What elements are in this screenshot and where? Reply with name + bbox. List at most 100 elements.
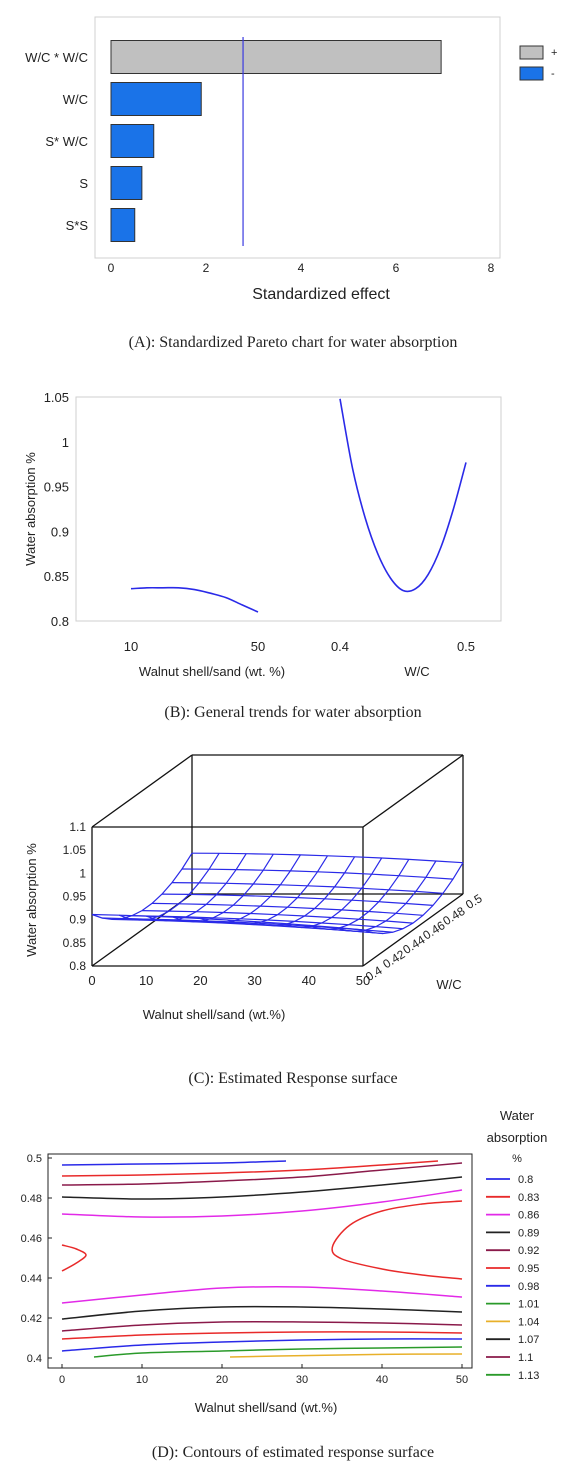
surface-line (173, 853, 274, 923)
trends-panel: 0.8 0.85 0.9 0.95 1 1.05 Water absorption % 10 5… (0, 370, 586, 730)
category-label: W/C (63, 92, 88, 107)
y-tick-label: 0.95 (44, 480, 69, 495)
bar (110, 166, 143, 200)
contour-line (61, 1160, 439, 1177)
x-tick-label: 40 (302, 973, 316, 988)
legend-label: + (551, 47, 557, 59)
y-tick-label: 0.48 (21, 1193, 42, 1205)
z-axis-label: Water absorption % (24, 843, 39, 957)
surface-caption: (C): Estimated Response surface (188, 1070, 398, 1087)
y-tick-label: 1.05 (44, 390, 69, 405)
bar (110, 208, 136, 242)
surface-line (171, 882, 444, 894)
y-axis-label: Water absorption % (23, 452, 38, 566)
x-tick-label: 4 (298, 261, 305, 275)
contour-line (61, 1162, 463, 1186)
surface-line (227, 855, 329, 925)
surface-line (335, 860, 437, 932)
pareto-panel: W/C * W/C W/C S* W/C S S*S 0 2 4 6 8 Standardized … (0, 0, 586, 360)
y-tick-label: 0.5 (27, 1153, 42, 1165)
x-tick-label: 0 (59, 1374, 65, 1386)
y-tick-label: 0.46 (21, 1233, 42, 1245)
legend-title: absorption (487, 1130, 548, 1145)
contour-line (61, 1338, 463, 1352)
x-tick-label: 8 (488, 261, 495, 275)
y-tick-label: 0.4 (27, 1353, 42, 1365)
x-axis-label: W/C (404, 664, 429, 679)
legend-label: 0.8 (518, 1174, 533, 1186)
z-tick-label: 0.8 (69, 959, 86, 973)
pareto-caption: (A): Standardized Pareto chart for water… (128, 334, 458, 351)
surface-line (200, 854, 301, 924)
legend-swatch (519, 66, 544, 81)
contour-chart: 0.4 0.42 0.44 0.46 0.48 0.5 0 10 20 30 40 50 Walnut … (21, 1108, 548, 1415)
legend-label: 1.04 (518, 1316, 539, 1328)
legend-title: % (512, 1153, 522, 1165)
legend-label: 1.1 (518, 1352, 533, 1364)
y-tick-label: 0.85 (44, 569, 69, 584)
surface-line (254, 856, 356, 927)
surface-line (191, 852, 464, 864)
contour-line (61, 1285, 463, 1304)
legend-label: 0.95 (518, 1263, 539, 1275)
box-edge (91, 754, 193, 828)
bar (110, 124, 155, 158)
surface-line (181, 868, 454, 880)
y-tick-label: 0.5 (463, 891, 485, 912)
x-tick-label: 30 (296, 1374, 308, 1386)
legend-label: 0.89 (518, 1227, 539, 1239)
x-tick-label: 30 (247, 973, 261, 988)
x-tick-label: 10 (139, 973, 153, 988)
x-axis-label: Standardized effect (252, 286, 390, 303)
contour-line (61, 1160, 287, 1166)
surface-line (308, 859, 410, 930)
surface-line (91, 852, 193, 921)
y-tick-label: 1 (62, 435, 69, 450)
contour-line (229, 1353, 463, 1358)
surface-panel: 0.8 0.85 0.9 0.95 1 1.05 1.1 Water absorption %… (0, 738, 586, 1098)
bar (110, 40, 442, 74)
x-tick-label: 50 (251, 639, 265, 654)
x-tick-label: 20 (193, 973, 207, 988)
x-tick-label: 10 (124, 639, 138, 654)
z-tick-label: 1 (79, 866, 86, 880)
trends-chart: 0.8 0.85 0.9 0.95 1 1.05 Water absorption % 10 5… (23, 390, 502, 679)
z-tick-label: 0.95 (63, 890, 87, 904)
legend-label: 0.86 (518, 1210, 539, 1222)
legend-label: - (551, 68, 555, 80)
x-tick-label: 0 (108, 261, 115, 275)
contour-line (61, 1305, 463, 1320)
x-tick-label: 2 (203, 261, 210, 275)
legend-swatch (519, 45, 544, 60)
y-tick-label: 0.9 (51, 524, 69, 539)
x-tick-label: 0.5 (457, 639, 475, 654)
surface-line (146, 853, 247, 922)
y-tick-label: 0.42 (21, 1313, 42, 1325)
contour-line (93, 1346, 463, 1358)
x-tick-label: 0.4 (331, 639, 349, 654)
y-tick-label: 0.44 (21, 1273, 42, 1285)
z-tick-label: 1.05 (63, 843, 87, 857)
category-label: W/C * W/C (25, 50, 88, 65)
trend-line (130, 586, 259, 613)
surface-line (118, 852, 220, 921)
bar (110, 82, 202, 116)
y-tick-label: 0.8 (51, 614, 69, 629)
contour-line (61, 1244, 87, 1272)
x-axis-label: Walnut shell/sand (wt.%) (195, 1400, 338, 1415)
pareto-chart: W/C * W/C W/C S* W/C S S*S 0 2 4 6 8 Standardized … (25, 16, 557, 303)
surface-line (362, 862, 464, 935)
y-axis-label: W/C (436, 977, 461, 992)
x-tick-label: 50 (456, 1374, 468, 1386)
x-tick-label: 20 (216, 1374, 228, 1386)
x-tick-label: 10 (136, 1374, 148, 1386)
legend-label: 1.07 (518, 1334, 539, 1346)
trend-line (339, 398, 467, 593)
trends-caption: (B): General trends for water absorption (164, 704, 422, 721)
contour-line (61, 1189, 463, 1218)
box-edge (362, 893, 464, 967)
category-label: S (79, 176, 88, 191)
legend-label: 0.92 (518, 1245, 539, 1257)
x-axis-label: Walnut shell/sand (wt. %) (139, 664, 285, 679)
surface-chart: 0.8 0.85 0.9 0.95 1 1.05 1.1 Water absorption %… (24, 754, 485, 1022)
